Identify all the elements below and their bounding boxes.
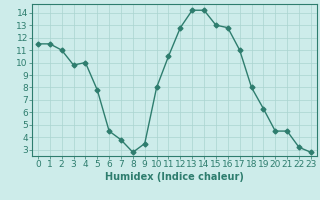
X-axis label: Humidex (Indice chaleur): Humidex (Indice chaleur) bbox=[105, 172, 244, 182]
